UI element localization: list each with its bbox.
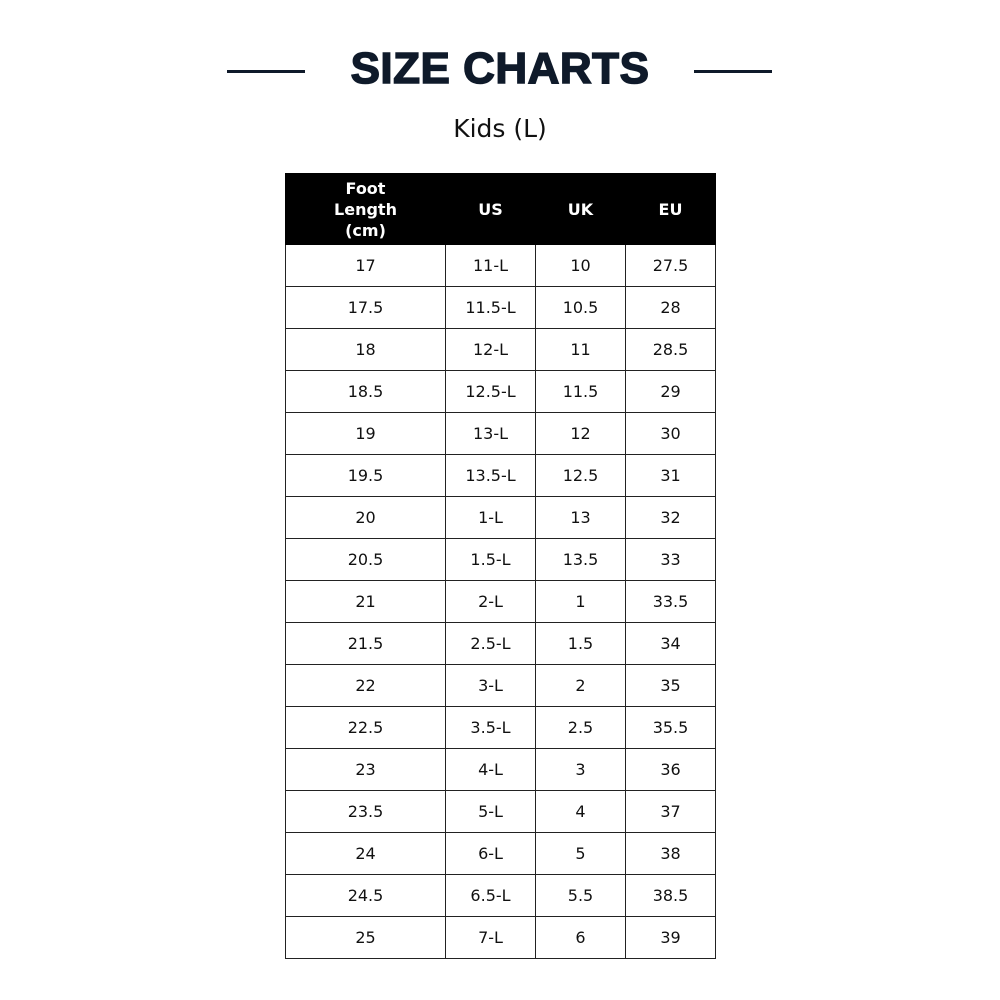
table-row: 19 13-L 12 30 <box>285 412 716 455</box>
cell-us: 6.5-L <box>445 874 536 917</box>
page-title: SIZE CHARTS <box>350 43 650 94</box>
cell-uk: 11 <box>535 328 626 371</box>
cell-uk: 12 <box>535 412 626 455</box>
cell-us: 3-L <box>445 664 536 707</box>
cell-foot-length: 23.5 <box>285 790 446 833</box>
table-row: 19.5 13.5-L 12.5 31 <box>285 454 716 497</box>
cell-us: 13-L <box>445 412 536 455</box>
cell-us: 6-L <box>445 832 536 875</box>
table-row: 23.5 5-L 4 37 <box>285 790 716 833</box>
cell-foot-length: 23 <box>285 748 446 791</box>
cell-eu: 30 <box>625 412 716 455</box>
cell-us: 1.5-L <box>445 538 536 581</box>
cell-eu: 31 <box>625 454 716 497</box>
table-row: 18.5 12.5-L 11.5 29 <box>285 370 716 413</box>
cell-foot-length: 21.5 <box>285 622 446 665</box>
table-row: 24.5 6.5-L 5.5 38.5 <box>285 874 716 917</box>
cell-uk: 12.5 <box>535 454 626 497</box>
table-row: 22.5 3.5-L 2.5 35.5 <box>285 706 716 749</box>
cell-foot-length: 17 <box>285 244 446 287</box>
cell-us: 2-L <box>445 580 536 623</box>
cell-uk: 10.5 <box>535 286 626 329</box>
page-subtitle: Kids (L) <box>453 114 547 143</box>
cell-eu: 38 <box>625 832 716 875</box>
title-rule-right <box>694 70 772 73</box>
header-foot-length: Foot Length (cm) <box>285 173 446 245</box>
cell-uk: 5 <box>535 832 626 875</box>
cell-eu: 29 <box>625 370 716 413</box>
table-row: 22 3-L 2 35 <box>285 664 716 707</box>
cell-uk: 13 <box>535 496 626 539</box>
cell-us: 3.5-L <box>445 706 536 749</box>
cell-eu: 32 <box>625 496 716 539</box>
table-row: 21.5 2.5-L 1.5 34 <box>285 622 716 665</box>
header-eu: EU <box>625 173 716 245</box>
cell-eu: 34 <box>625 622 716 665</box>
cell-uk: 10 <box>535 244 626 287</box>
cell-us: 2.5-L <box>445 622 536 665</box>
title-rule-left <box>227 70 305 73</box>
cell-us: 13.5-L <box>445 454 536 497</box>
table-row: 24 6-L 5 38 <box>285 832 716 875</box>
cell-foot-length: 24.5 <box>285 874 446 917</box>
header-uk: UK <box>535 173 626 245</box>
cell-us: 7-L <box>445 916 536 959</box>
cell-uk: 1 <box>535 580 626 623</box>
cell-us: 4-L <box>445 748 536 791</box>
size-chart-table: Foot Length (cm) US UK EU 17 11-L 10 27.5 17… <box>285 173 716 959</box>
cell-foot-length: 20.5 <box>285 538 446 581</box>
cell-us: 5-L <box>445 790 536 833</box>
cell-eu: 33.5 <box>625 580 716 623</box>
cell-eu: 37 <box>625 790 716 833</box>
cell-uk: 2 <box>535 664 626 707</box>
cell-foot-length: 22 <box>285 664 446 707</box>
cell-foot-length: 19.5 <box>285 454 446 497</box>
table-row: 23 4-L 3 36 <box>285 748 716 791</box>
cell-foot-length: 18 <box>285 328 446 371</box>
cell-foot-length: 22.5 <box>285 706 446 749</box>
cell-foot-length: 20 <box>285 496 446 539</box>
cell-us: 11.5-L <box>445 286 536 329</box>
cell-eu: 28.5 <box>625 328 716 371</box>
cell-uk: 6 <box>535 916 626 959</box>
table-row: 25 7-L 6 39 <box>285 916 716 959</box>
cell-uk: 11.5 <box>535 370 626 413</box>
table-row: 21 2-L 1 33.5 <box>285 580 716 623</box>
header-us: US <box>445 173 536 245</box>
table-row: 18 12-L 11 28.5 <box>285 328 716 371</box>
cell-uk: 3 <box>535 748 626 791</box>
cell-uk: 1.5 <box>535 622 626 665</box>
cell-eu: 35.5 <box>625 706 716 749</box>
cell-foot-length: 19 <box>285 412 446 455</box>
cell-us: 12-L <box>445 328 536 371</box>
cell-eu: 27.5 <box>625 244 716 287</box>
cell-uk: 5.5 <box>535 874 626 917</box>
cell-eu: 36 <box>625 748 716 791</box>
cell-foot-length: 17.5 <box>285 286 446 329</box>
table-row: 20.5 1.5-L 13.5 33 <box>285 538 716 581</box>
cell-foot-length: 24 <box>285 832 446 875</box>
cell-eu: 39 <box>625 916 716 959</box>
table-header-row: Foot Length (cm) US UK EU <box>285 173 716 245</box>
cell-uk: 2.5 <box>535 706 626 749</box>
cell-foot-length: 25 <box>285 916 446 959</box>
table-row: 20 1-L 13 32 <box>285 496 716 539</box>
cell-us: 11-L <box>445 244 536 287</box>
table-row: 17 11-L 10 27.5 <box>285 244 716 287</box>
cell-foot-length: 18.5 <box>285 370 446 413</box>
cell-us: 12.5-L <box>445 370 536 413</box>
cell-eu: 35 <box>625 664 716 707</box>
cell-foot-length: 21 <box>285 580 446 623</box>
cell-eu: 33 <box>625 538 716 581</box>
cell-uk: 13.5 <box>535 538 626 581</box>
table-row: 17.5 11.5-L 10.5 28 <box>285 286 716 329</box>
cell-uk: 4 <box>535 790 626 833</box>
cell-us: 1-L <box>445 496 536 539</box>
cell-eu: 28 <box>625 286 716 329</box>
cell-eu: 38.5 <box>625 874 716 917</box>
